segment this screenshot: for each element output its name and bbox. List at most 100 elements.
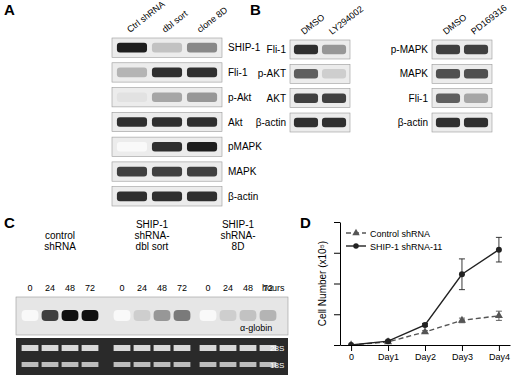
point [495, 311, 503, 318]
tick-mark [334, 253, 340, 254]
point [458, 316, 466, 323]
band [134, 310, 151, 321]
band [187, 43, 217, 53]
lane-label: clone 8D [195, 5, 230, 35]
axis-line [340, 223, 341, 346]
band [260, 310, 277, 321]
row-label: β-actin [228, 191, 258, 202]
blot-strip [432, 64, 492, 83]
rrna-band [134, 362, 151, 367]
blot-strip [432, 89, 492, 108]
panel-label: C [4, 214, 15, 231]
hour-label: 24 [45, 283, 55, 293]
band [464, 118, 488, 127]
panel-label: A [4, 1, 15, 18]
legend-label: Control shRNA [370, 229, 430, 239]
band [187, 192, 217, 202]
x-tick: Day1 [378, 345, 399, 362]
point [347, 340, 355, 345]
point [496, 247, 502, 253]
point [459, 271, 465, 277]
band [436, 69, 460, 78]
rrna-band [22, 345, 39, 351]
band [294, 118, 318, 127]
hour-label: 0 [27, 283, 32, 293]
x-tick: Day3 [452, 345, 473, 362]
x-axis: 0Day1Day2Day3Day4 [341, 345, 511, 362]
hours-label: hours [262, 283, 285, 293]
band [464, 45, 488, 54]
background [0, 0, 520, 377]
tick-mark [499, 345, 500, 351]
y-tick [334, 284, 340, 285]
band [117, 43, 147, 53]
band [436, 45, 460, 54]
group-label: dbl sort [136, 241, 169, 252]
group-label: shRNA [44, 241, 76, 252]
rrna-band [220, 345, 237, 351]
band [187, 68, 217, 78]
figure: ACtrl shRNAdbl sortclone 8DSHIP-1Fli-1p-… [0, 0, 520, 377]
legend-symbol [353, 243, 359, 249]
row-label: pMAPK [228, 141, 262, 152]
band [42, 310, 59, 321]
panel-label: D [300, 214, 311, 231]
band [436, 118, 460, 127]
x-tick: Day2 [415, 345, 436, 362]
band [154, 310, 171, 321]
band [200, 310, 217, 321]
tick-label: Day1 [378, 352, 399, 362]
gel [16, 338, 288, 375]
band [152, 167, 182, 177]
row-label: β-actin [398, 117, 428, 128]
band [152, 92, 182, 102]
error-bar [459, 259, 465, 290]
band [152, 192, 182, 202]
rrna-band [240, 345, 257, 351]
hour-label: 48 [65, 283, 75, 293]
band [322, 93, 346, 102]
band [22, 310, 39, 321]
point [348, 342, 354, 345]
error-bar [496, 237, 502, 262]
row-label: Fli-1 [409, 93, 429, 104]
band [82, 310, 99, 321]
rrna-band [62, 362, 79, 367]
blot-strip [112, 63, 222, 82]
rrna-band [200, 362, 217, 367]
blot-strip [112, 187, 222, 206]
band [187, 142, 217, 152]
row-label: p-Akt [228, 92, 252, 103]
plot-area [347, 237, 503, 345]
rrna-band [82, 362, 99, 367]
hour-label: 24 [223, 283, 233, 293]
lane-label: LY294002 [327, 4, 365, 37]
hour-label: 48 [157, 283, 167, 293]
band [294, 69, 318, 78]
lane-label: DMSO [299, 12, 326, 37]
row-label: MAPK [228, 166, 257, 177]
band [117, 192, 147, 202]
tick-label: Day4 [489, 352, 510, 362]
blot-strip [290, 89, 350, 108]
rrna-band [174, 345, 191, 351]
group-label: shRNA- [134, 230, 169, 241]
group-label: control [45, 230, 75, 241]
rrna-band [22, 362, 39, 367]
row-label: Akt [228, 117, 243, 128]
group-label: 8D [232, 241, 245, 252]
y-axis [334, 223, 341, 346]
legend-symbol [352, 229, 359, 235]
band [152, 117, 182, 127]
blot-strip [290, 64, 350, 83]
y-tick [334, 222, 340, 223]
rrna-band [154, 345, 171, 351]
series-line [351, 316, 499, 345]
blot-strip [112, 88, 222, 107]
band [294, 93, 318, 102]
lane-label: dbl sort [160, 8, 190, 34]
band [187, 117, 217, 127]
tick-mark [334, 222, 340, 223]
band [187, 167, 217, 177]
rrna-band [42, 362, 59, 367]
